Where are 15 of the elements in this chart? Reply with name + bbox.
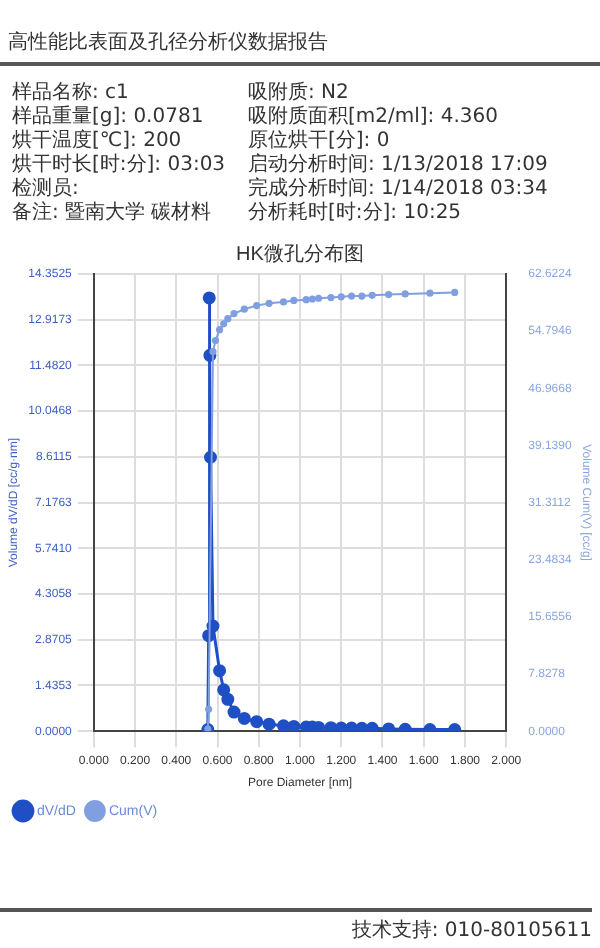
text: 烘干温度[℃]: 200 [12,130,184,153]
text: 备注: 暨南大学 碳材料 [12,202,214,226]
text: 完成分析时间: 1/14/2018 03:34 [248,178,550,201]
text: 吸附质: N2 [248,82,351,105]
text: 样品名称: c1 [12,82,131,105]
text: 分析耗时[时:分]: 10:25 [248,202,464,226]
text: 吸附质面积[m2/ml]: 4.360 [248,106,500,129]
text: 原位烘干[分]: 0 [248,130,392,153]
text: 启动分析时间: 1/13/2018 17:09 [248,154,550,177]
text: 技术支持: 010-80105611 [0,908,592,944]
text: 烘干时长[时:分]: 03:03 [12,154,228,177]
text: 样品重量[g]: 0.0781 [12,106,206,129]
text: 高性能比表面及孔径分析仪数据报告 [0,0,600,66]
chart-title: HK微孔分布图 [236,241,364,266]
text: 检测员: [12,178,81,201]
